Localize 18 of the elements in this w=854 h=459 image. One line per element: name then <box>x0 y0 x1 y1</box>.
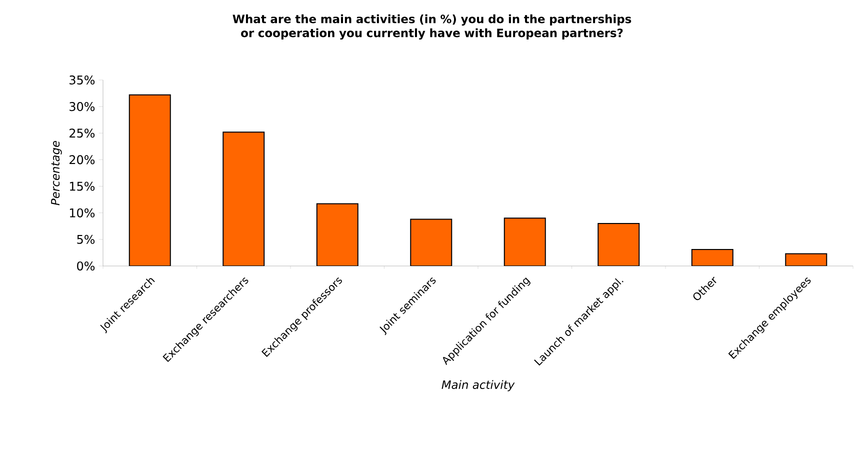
bar <box>128 94 171 266</box>
y-tick-label: 10% <box>70 208 95 218</box>
bar <box>504 218 546 266</box>
y-tick-label: 25% <box>70 128 95 138</box>
y-tick-label: 5% <box>77 234 95 244</box>
y-axis-title: Percentage <box>51 140 62 206</box>
chart-title: What are the main activities (in %) you do in the partnerships or cooperation you currently have with European partners? <box>232 14 632 40</box>
x-axis-title: Main activity <box>442 380 515 392</box>
bar <box>691 249 734 266</box>
bar <box>598 222 640 266</box>
y-tick-label: 30% <box>70 102 95 112</box>
y-tick-label: 15% <box>70 182 95 191</box>
y-tick-label: 35% <box>70 75 95 85</box>
bar <box>410 218 452 266</box>
y-tick-label: 0% <box>77 261 95 271</box>
bar <box>316 203 358 266</box>
bar <box>222 132 265 266</box>
y-tick-label: 20% <box>70 155 95 164</box>
